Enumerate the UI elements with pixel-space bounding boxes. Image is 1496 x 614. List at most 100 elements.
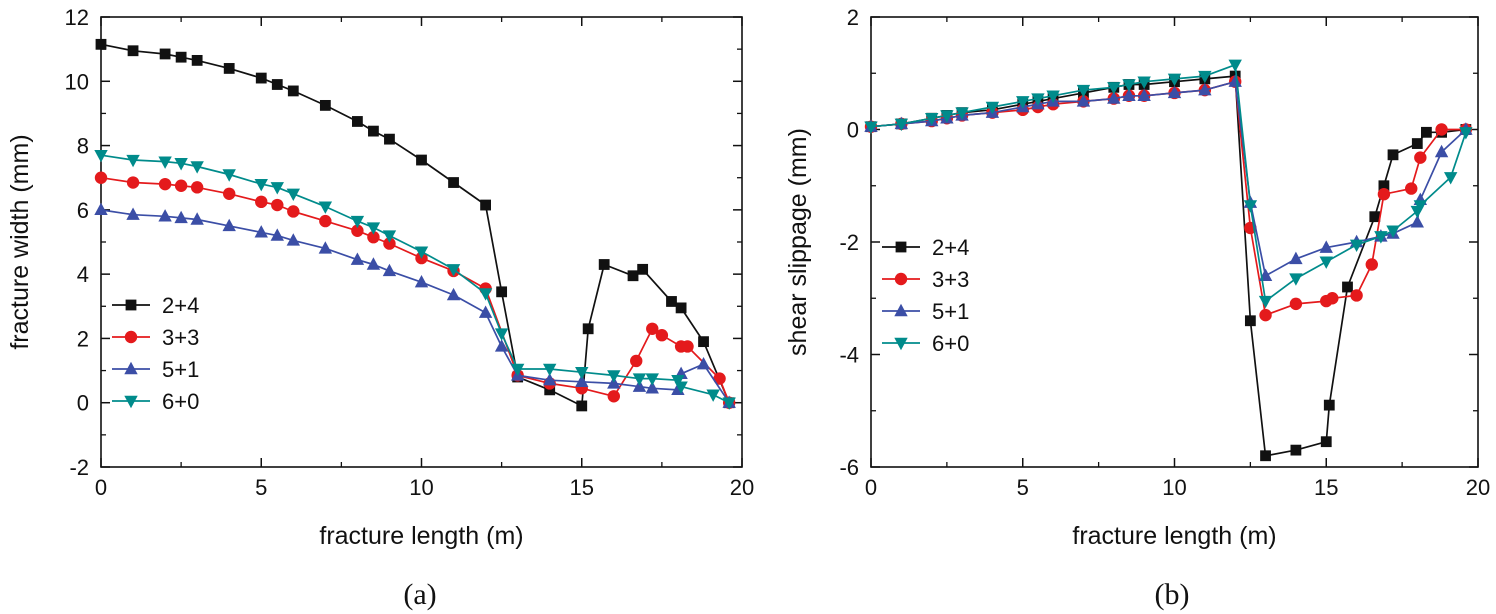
b-data-point-2+4 (1320, 436, 1332, 448)
a-data-point-3+3 (94, 171, 108, 184)
b-data-point-5+1 (1076, 94, 1091, 107)
b-y-tick-label: -2 (839, 230, 859, 255)
a-data-point-5+1 (174, 210, 188, 224)
b-legend-label: 5+1 (932, 299, 969, 324)
b-x-tick-label: 5 (1017, 475, 1029, 500)
b-data-point-6+0 (1319, 256, 1333, 269)
b-legend-entry-6+0: 6+0 (882, 331, 969, 356)
a-data-point-5+1 (126, 207, 140, 220)
a-data-point-3+3 (681, 340, 694, 353)
a-data-point-3+3 (158, 177, 172, 191)
b-data-point-5+1 (1434, 144, 1449, 158)
a-data-point-3+3 (630, 354, 643, 368)
a-data-point-2+4 (675, 302, 687, 314)
a-legend-entry-6+0: 6+0 (112, 389, 199, 414)
a-data-point-2+4 (159, 48, 171, 60)
a-legend-marker (124, 330, 138, 344)
b-data-point-5+1 (1198, 82, 1212, 96)
a-series-line-2+4 (100, 43, 730, 407)
a-data-point-6+0 (510, 363, 525, 377)
b-data-point-5+1 (1289, 251, 1303, 265)
b-data-point-6+0 (1107, 82, 1121, 95)
a-x-tick-label: 10 (409, 475, 433, 500)
b-data-point-2+4 (1244, 315, 1256, 327)
a-data-point-3+3 (255, 195, 268, 209)
b-data-point-2+4 (1290, 444, 1302, 456)
a-data-point-6+0 (286, 188, 300, 201)
b-data-point-3+3 (1259, 308, 1272, 322)
a-data-point-3+3 (351, 224, 364, 237)
a-data-point-5+1 (645, 381, 659, 394)
a-data-point-3+3 (383, 237, 396, 250)
a-legend-marker (124, 395, 138, 409)
a-data-point-3+3 (646, 322, 659, 335)
a-data-point-6+0 (190, 161, 204, 174)
a-data-point-2+4 (175, 51, 187, 63)
b-data-point-6+0 (894, 118, 909, 132)
a-data-point-5+1 (575, 374, 589, 388)
a-data-point-6+0 (706, 389, 720, 402)
a-data-point-2+4 (496, 286, 508, 298)
b-y-axis-label: shear slippage (mm) (784, 128, 812, 356)
a-legend-label: 6+0 (162, 389, 199, 414)
b-legend-entry-5+1: 5+1 (882, 299, 969, 324)
a-data-point-6+0 (645, 373, 659, 386)
a-data-point-2+4 (191, 54, 203, 66)
b-data-point-6+0 (1374, 231, 1388, 244)
b-y-tick-label: 0 (847, 118, 859, 143)
b-data-point-6+0 (1198, 70, 1212, 84)
a-data-point-2+4 (637, 263, 649, 275)
b-data-point-6+0 (1228, 59, 1242, 73)
b-data-point-6+0 (1031, 93, 1045, 106)
b-data-point-6+0 (1243, 200, 1258, 213)
a-y-axis-label: fracture width (mm) (6, 134, 34, 349)
a-data-point-2+4 (271, 79, 283, 90)
a-legend-entry-3+3: 3+3 (112, 325, 199, 350)
a-data-point-6+0 (94, 150, 108, 163)
b-legend-marker (894, 303, 908, 317)
a-data-point-5+1 (494, 339, 509, 352)
a-data-point-5+1 (158, 209, 172, 222)
a-data-point-2+4 (127, 45, 139, 57)
a-data-point-6+0 (270, 182, 284, 195)
a-x-axis-label: fracture length (m) (319, 522, 523, 550)
a-data-point-2+4 (576, 400, 588, 412)
a-y-tick-label: 10 (65, 69, 89, 94)
b-series-2+4 (865, 70, 1472, 462)
a-data-point-6+0 (254, 178, 268, 192)
a-data-point-3+3 (174, 179, 188, 192)
a-data-point-6+0 (158, 156, 172, 169)
a-data-point-5+1 (190, 212, 204, 225)
b-legend-entry-3+3: 3+3 (882, 267, 969, 292)
a-data-point-2+4 (448, 177, 459, 188)
chart-b: 0 5 10 15 20 -6 -4 -2 0 2 fracture length (m) shear… (784, 5, 1490, 611)
b-data-point-6+0 (1386, 225, 1400, 238)
b-data-point-5+1 (1137, 88, 1151, 101)
a-data-point-5+1 (270, 228, 284, 241)
b-data-point-6+0 (1137, 76, 1151, 89)
a-data-point-5+1 (414, 274, 429, 288)
b-data-point-2+4 (1378, 180, 1390, 192)
b-data-point-5+1 (1410, 215, 1424, 228)
a-legend-label: 5+1 (162, 357, 199, 382)
a-data-point-2+4 (598, 259, 610, 270)
a-data-point-2+4 (255, 72, 267, 84)
b-x-axis-label: fracture length (m) (1072, 522, 1276, 550)
a-data-point-2+4 (666, 296, 677, 307)
a-data-point-6+0 (607, 370, 621, 383)
b-data-point-5+1 (1107, 91, 1121, 104)
a-data-point-5+1 (366, 257, 381, 270)
b-data-point-5+1 (1122, 88, 1136, 101)
b-legend-label: 2+4 (932, 235, 969, 260)
a-data-point-6+0 (446, 264, 461, 277)
b-x-tick-label: 20 (1466, 475, 1490, 500)
a-data-point-2+4 (352, 116, 363, 127)
a-data-point-2+4 (627, 270, 639, 282)
b-data-point-2+4 (1421, 126, 1432, 138)
b-data-point-6+0 (1258, 295, 1273, 309)
b-legend-label: 6+0 (932, 331, 969, 356)
b-x-tick-label: 0 (865, 475, 877, 500)
a-y-tick-label: 6 (77, 198, 89, 223)
